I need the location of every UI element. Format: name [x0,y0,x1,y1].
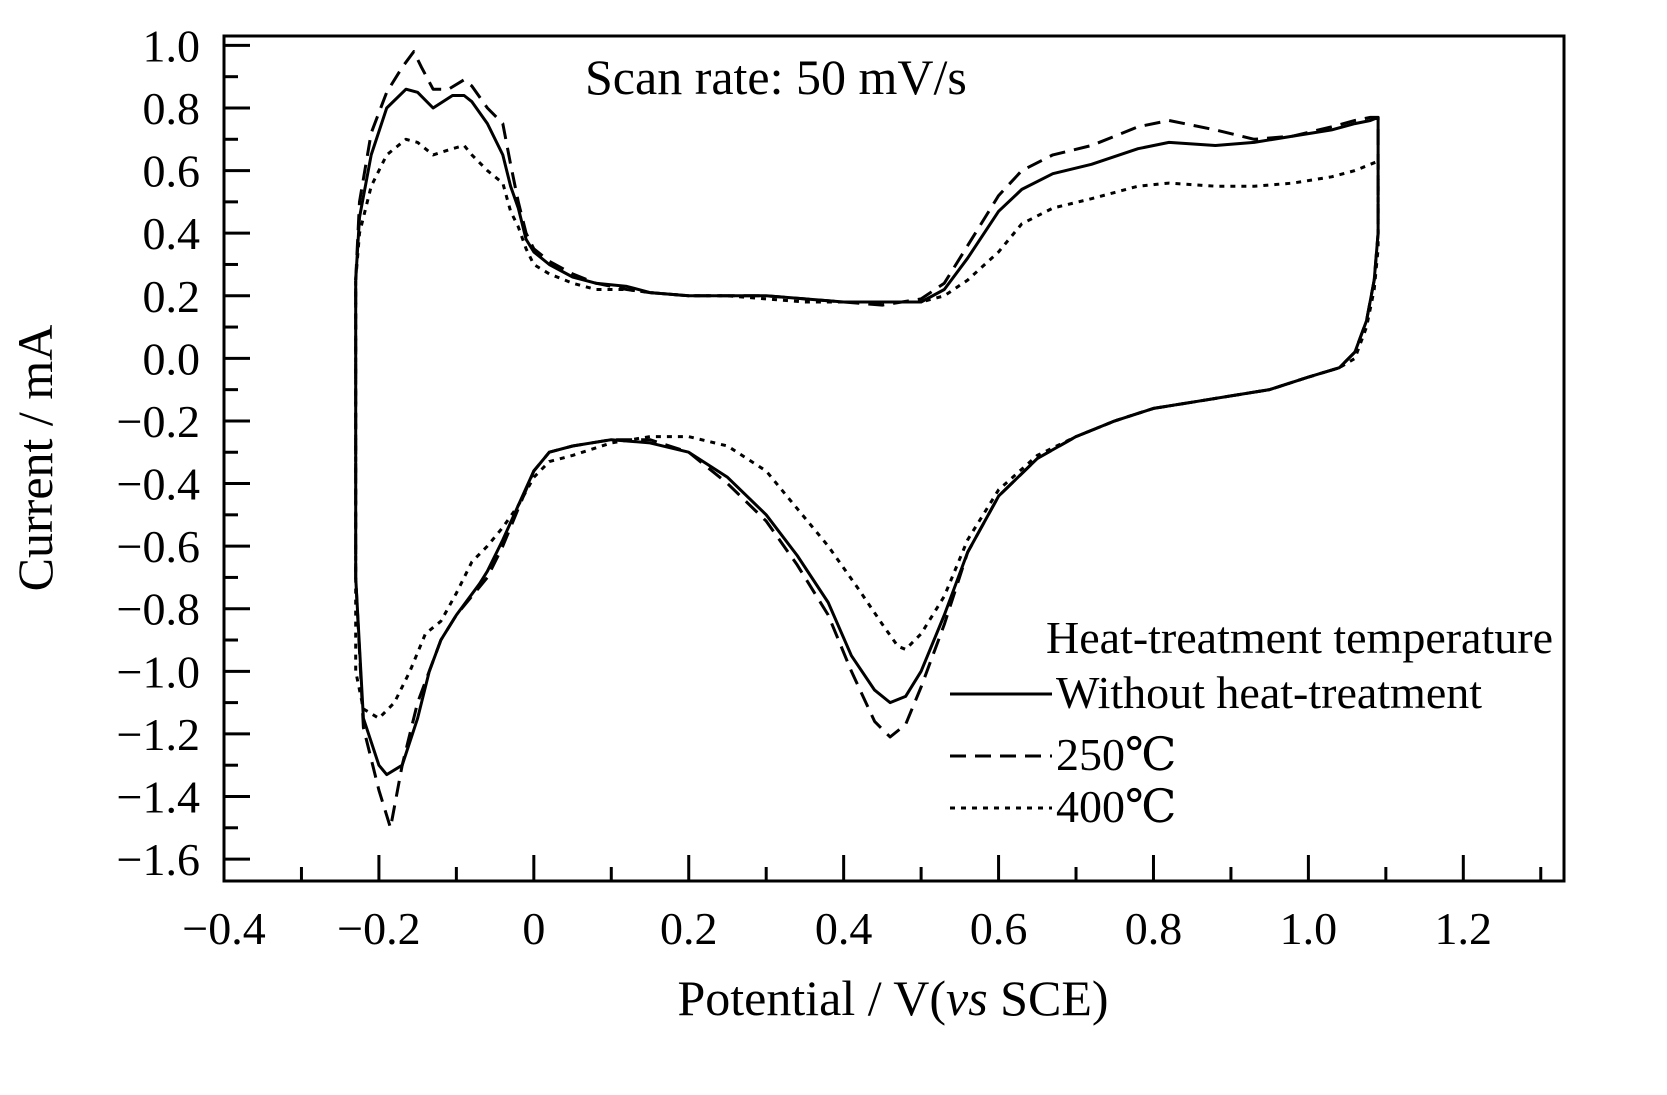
y-tick-label: 0.6 [143,146,201,197]
y-tick-label: −0.6 [117,521,200,572]
y-axis-title: Current / mA [7,325,63,592]
scan-rate-annotation: Scan rate: 50 mV/s [585,49,967,105]
x-axis-title-part-2: vs [946,970,988,1026]
plot-frame [222,34,1566,883]
y-tick-label: 0.4 [143,208,201,259]
y-tick-label: 0.0 [143,333,201,384]
series-line-400 [354,137,1380,720]
y-tick-label: 1.0 [143,20,201,71]
y-tick-label: −1.4 [117,772,200,823]
tick-labels: −0.4 −0.2 0 0.2 0.4 0.6 0.8 1.0 1.2 1.0 0.8 0.6 0.4 0… [117,20,1493,954]
legend-entry-label: 400℃ [1056,781,1176,832]
y-tick-label: −1.2 [117,709,200,760]
x-tick-label: 1.2 [1435,903,1493,954]
series-curves [354,50,1380,830]
x-tick-label: −0.2 [337,903,420,954]
legend-title: Heat-treatment temperature [1046,612,1553,663]
y-tick-label: 0.8 [143,83,201,134]
x-tick-label: −0.4 [182,903,265,954]
y-tick-label: −0.8 [117,584,200,635]
axis-ticks [224,43,1543,881]
x-tick-label: 0.2 [660,903,718,954]
x-tick-label: 0.6 [970,903,1028,954]
x-axis-title-part-3: SCE) [988,970,1109,1026]
y-tick-label: 0.2 [143,271,201,322]
x-tick-label: 0.4 [815,903,873,954]
y-tick-label: −0.2 [117,396,200,447]
legend-entry-label: 250℃ [1056,729,1176,780]
x-tick-label: 0.8 [1125,903,1183,954]
x-axis-title: Potential / V(vs SCE) [677,970,1108,1026]
y-tick-label: −1.0 [117,646,200,697]
x-tick-label: 0 [522,903,545,954]
legend-entry-label: Without heat-treatment [1056,667,1482,718]
y-tick-label: −1.6 [117,834,200,885]
legend: Heat-treatment temperature Without heat-… [950,612,1553,832]
y-tick-label: −0.4 [117,459,200,510]
series-line-250 [354,50,1380,830]
x-tick-label: 1.0 [1280,903,1338,954]
x-axis-title-part-1: Potential / V( [677,970,946,1026]
